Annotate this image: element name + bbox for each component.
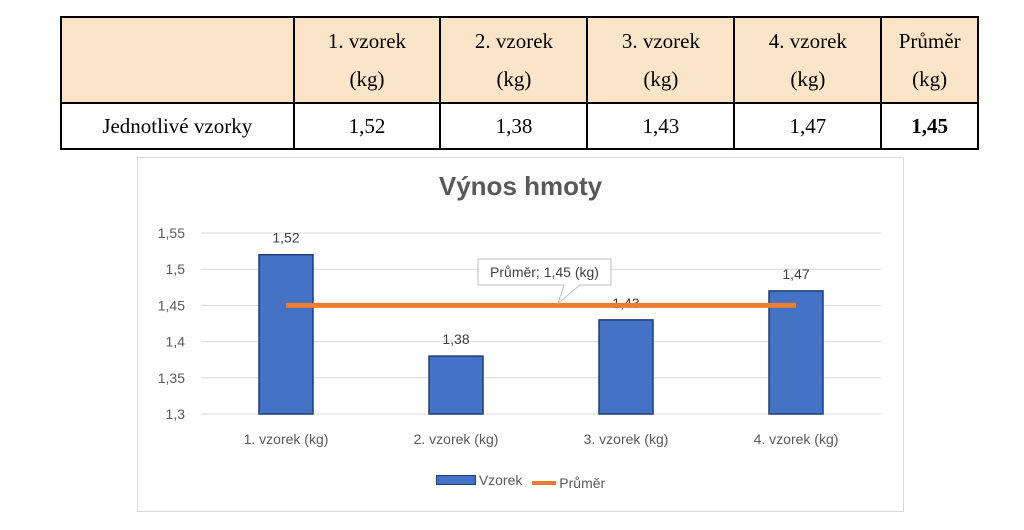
y-tick-label: 1,3 — [166, 406, 186, 422]
header-cell-sample-1: 1. vzorek (kg) — [292, 16, 442, 104]
value-sample-1: 1,52 — [292, 102, 442, 150]
x-tick-label: 2. vzorek (kg) — [414, 431, 499, 447]
header-cell-average: Průměr (kg) — [880, 16, 979, 104]
value-sample-3: 1,43 — [586, 102, 736, 150]
chart-frame: Výnos hmoty 1,3 1,35 1,4 1,45 1,5 1,55 1,52 1. … — [137, 157, 904, 512]
bar — [428, 355, 484, 415]
bar — [768, 290, 824, 415]
legend-swatch-bar — [435, 475, 476, 485]
value-sample-2: 1,38 — [439, 102, 589, 150]
y-tick-label: 1,35 — [158, 370, 185, 386]
header-cell-sample-3: 3. vzorek (kg) — [586, 16, 736, 104]
legend: Vzorek Průměr — [138, 472, 903, 491]
annotation-callout — [477, 258, 612, 305]
table-row: Jednotlivé vzorky 1,52 1,38 1,43 1,47 1,… — [60, 102, 979, 150]
legend-label-samples: Vzorek — [478, 472, 523, 488]
value-sample-4: 1,47 — [733, 102, 883, 150]
data-label: 1,43 — [612, 295, 639, 311]
legend-item-average: Průměr — [532, 475, 605, 491]
chart-plot: 1,3 1,35 1,4 1,45 1,5 1,55 1,52 1. vzorek (kg) 1… — [158, 225, 881, 447]
x-tick-label: 1. vzorek (kg) — [244, 431, 329, 447]
bar — [258, 253, 314, 415]
x-tick-label: 3. vzorek (kg) — [584, 431, 669, 447]
row-label: Jednotlivé vzorky — [60, 102, 295, 150]
value-average: 1,45 — [880, 102, 979, 150]
y-tick-label: 1,45 — [158, 297, 185, 313]
data-label: 1,38 — [442, 331, 469, 347]
header-cell-sample-2: 2. vzorek (kg) — [439, 16, 589, 104]
chart-title: Výnos hmoty — [438, 171, 603, 201]
y-tick-label: 1,4 — [166, 334, 186, 350]
data-label: 1,47 — [782, 266, 809, 282]
y-tick-label: 1,55 — [158, 225, 185, 241]
bar — [598, 319, 654, 415]
header-cell-empty — [60, 16, 295, 104]
y-tick-label: 1,5 — [166, 261, 186, 277]
legend-swatch-line — [532, 481, 557, 485]
annotation-label: Průměr; 1,45 (kg) — [490, 264, 599, 280]
header-cell-sample-4: 4. vzorek (kg) — [733, 16, 883, 104]
x-tick-label: 4. vzorek (kg) — [754, 431, 839, 447]
legend-label-average: Průměr — [559, 475, 606, 491]
table-header-row: 1. vzorek (kg) 2. vzorek (kg) 3. vzorek (kg… — [60, 16, 979, 104]
data-table: 1. vzorek (kg) 2. vzorek (kg) 3. vzorek (kg… — [60, 16, 979, 150]
legend-item-samples: Vzorek — [435, 472, 523, 488]
data-label: 1,52 — [272, 230, 299, 246]
